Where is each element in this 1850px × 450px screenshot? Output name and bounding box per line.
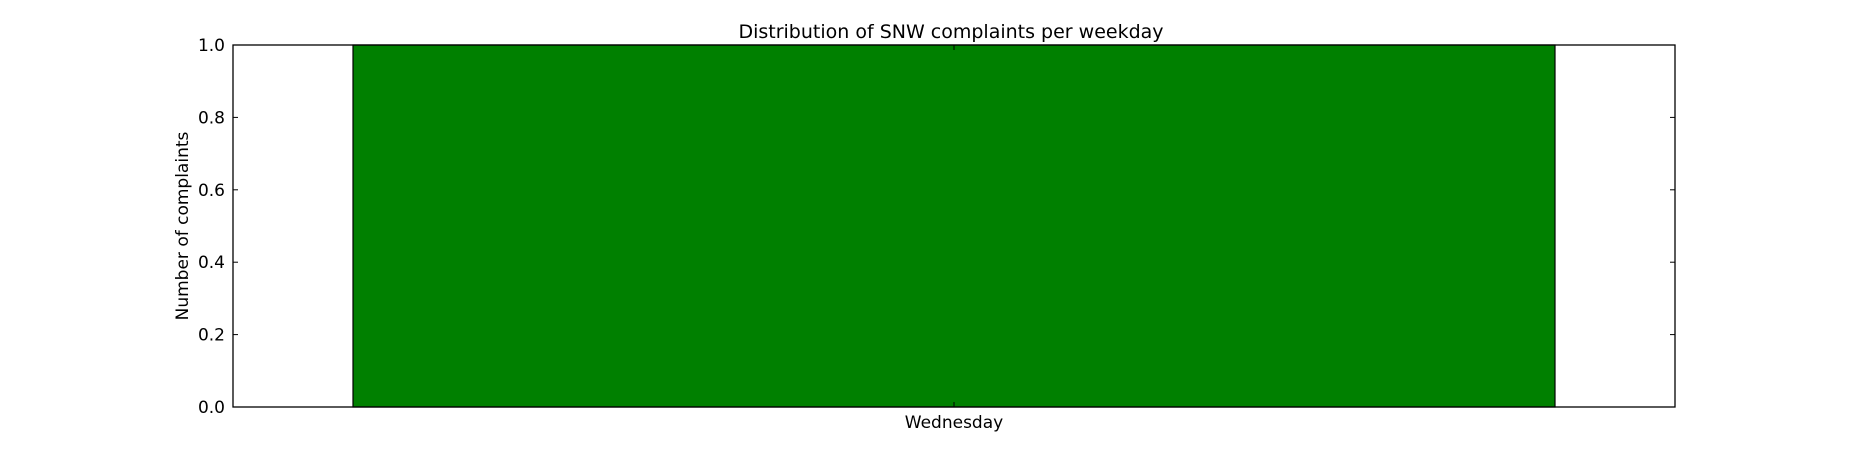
- x-tick-label: Wednesday: [905, 413, 1003, 433]
- chart-title: Distribution of SNW complaints per weekd…: [738, 21, 1163, 43]
- y-tick-label: 1.0: [198, 36, 225, 56]
- y-tick-label: 0.8: [198, 108, 225, 128]
- y-tick-label: 0.2: [198, 326, 225, 346]
- bar-wednesday: [352, 44, 1556, 408]
- plot-area: Wednesday 0.0 0.2 0.4 0.6 0.8 1.0: [198, 36, 1676, 433]
- y-tick-label: 0.6: [198, 181, 225, 201]
- y-tick-label: 0.0: [198, 398, 225, 418]
- y-axis-label: Number of complaints: [173, 131, 193, 320]
- y-tick-label: 0.4: [198, 253, 225, 273]
- axes-frame: [232, 44, 1676, 408]
